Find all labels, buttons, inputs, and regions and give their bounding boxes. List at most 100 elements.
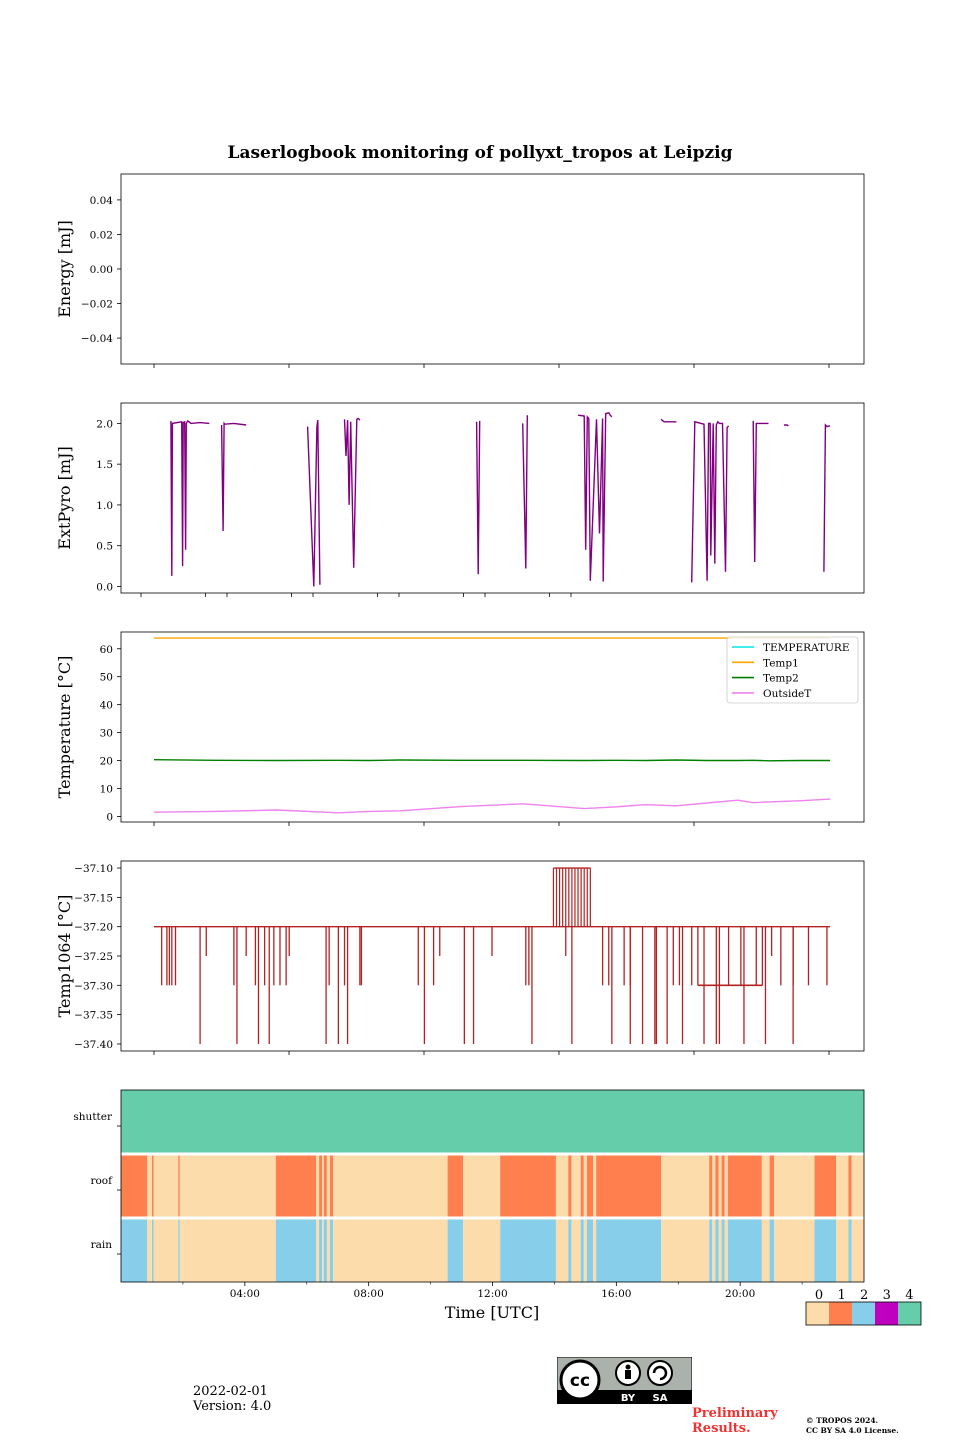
status-cell [500,1154,556,1218]
copyright-notice: © TROPOS 2024. CC BY SA 4.0 License. [806,1416,899,1436]
y-tick-label: 0.0 [96,581,113,593]
y-tick-label: 60 [100,644,113,656]
status-cell [333,1154,448,1218]
colorbar-label: 3 [883,1288,891,1303]
status-cell [593,1154,597,1218]
y-tick-label: −37.40 [74,1039,113,1051]
status-cell [319,1218,323,1282]
status-cell [721,1154,725,1218]
status-cell [178,1154,180,1218]
status-cell [586,1218,594,1282]
status-cell [774,1218,815,1282]
y-tick-label: 0.02 [90,229,113,241]
panel-3: −37.40 −37.35 −37.30 −37.25 −37.20 −37.15 −37.… [55,860,865,1055]
cc-logo-text: cc [570,1371,590,1391]
cc-license-badge: cc BY SA [557,1357,692,1404]
status-cell [323,1218,327,1282]
status-cell [322,1154,324,1218]
status-cell [121,1218,148,1282]
status-cell [152,1154,154,1218]
colorbar-label: 0 [815,1288,823,1303]
cc-logo-icon [559,1359,601,1401]
status-cell [721,1218,725,1282]
status-cell [724,1154,728,1218]
y-tick-label: −37.30 [74,980,113,992]
status-cell [333,1218,448,1282]
legend-box [726,636,859,704]
status-cell [712,1218,716,1282]
y-axis-label: Energy [mJ] [55,220,74,318]
y-tick-label: −37.20 [74,922,113,934]
status-cell [147,1154,152,1218]
status-cell [661,1154,710,1218]
status-cell [179,1154,276,1218]
status-cell [769,1154,775,1218]
status-cell [152,1218,154,1282]
copyright-line-1: © TROPOS 2024. [806,1416,879,1425]
colorbar-label: 2 [860,1288,868,1303]
status-cell [153,1218,179,1282]
status-cell [836,1154,849,1218]
status-cell [661,1218,710,1282]
legend-entry: OutsideT [763,688,811,700]
colorbar-swatch [852,1302,875,1325]
figure-title: Laserlogbook monitoring of pollyxt_tropo… [227,143,732,163]
axes-frame [120,173,865,365]
row-label-rain: rain [91,1239,113,1251]
status-cell [709,1154,713,1218]
status-cell [583,1218,587,1282]
status-cell [568,1154,572,1218]
status-cell [447,1218,464,1282]
row-label-roof: roof [90,1175,113,1187]
status-cell [836,1218,849,1282]
by-label: BY [621,1393,636,1404]
status-cell [330,1154,334,1218]
status-cell [121,1090,864,1154]
colorbar-swatch [875,1302,898,1325]
legend-entry: Temp1 [763,657,799,669]
share-alike-icon [647,1360,673,1386]
status-cell [586,1154,594,1218]
panel-0: −0.04 −0.02 0.00 0.02 0.04 Energy [mJ] [55,173,865,368]
colorbar-label: 4 [905,1288,913,1303]
y-tick-label: 0.00 [90,264,113,276]
y-tick-label: −37.25 [74,951,113,963]
copyright-line-2: CC BY SA 4.0 License. [806,1426,899,1435]
preliminary-line-1: Preliminary [692,1406,778,1421]
status-cell [718,1154,722,1218]
row-label-shutter: shutter [73,1111,113,1123]
status-cell [724,1218,728,1282]
series-line-outsidet [153,798,831,814]
status-cell [712,1154,716,1218]
x-tick-label: 08:00 [354,1288,384,1300]
status-cell [121,1154,148,1218]
status-cell [556,1154,569,1218]
status-cell [316,1154,320,1218]
status-cell [568,1218,572,1282]
status-cell [593,1218,597,1282]
status-cell [727,1154,762,1218]
status-cell [275,1154,316,1218]
status-cell [178,1218,180,1282]
status-cell [761,1154,770,1218]
status-cell [848,1154,852,1218]
y-axis-label: Temperature [°C] [55,656,74,799]
y-tick-label: 10 [100,783,113,795]
y-tick-label: −37.15 [74,892,113,904]
preliminary-notice: Preliminary Results. [692,1406,778,1436]
status-cell [596,1218,662,1282]
status-cell [761,1218,770,1282]
axes-frame [120,402,865,594]
y-tick-label: 1.5 [96,459,113,471]
y-tick-label: 40 [100,700,113,712]
colorbar-swatch [898,1302,921,1325]
y-axis-label: ExtPyro [mJ] [55,446,74,549]
status-cell [147,1218,152,1282]
status-cell [715,1154,719,1218]
status-cell [851,1154,864,1218]
x-tick-label: 04:00 [230,1288,260,1300]
y-tick-label: 0.04 [90,195,114,207]
y-tick-label: 20 [100,756,113,768]
status-cell [580,1154,584,1218]
status-cell [596,1154,662,1218]
